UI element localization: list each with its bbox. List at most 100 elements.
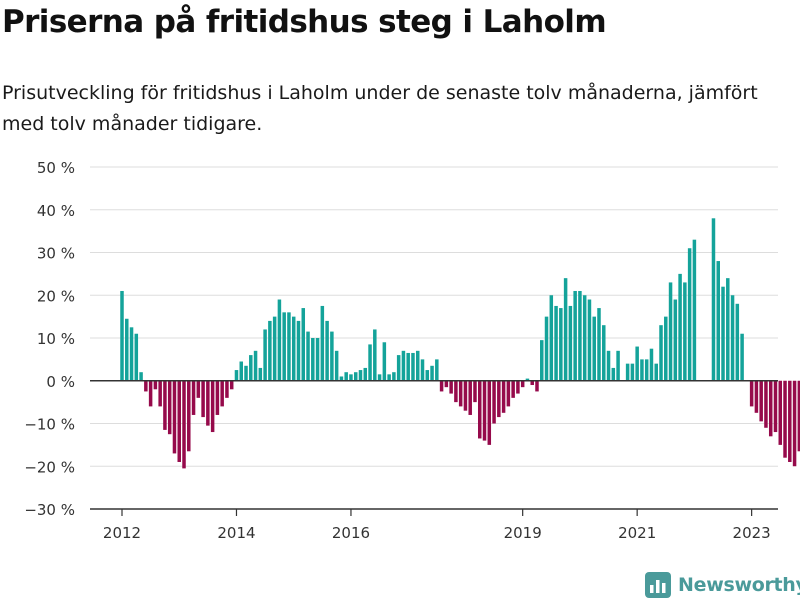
bar <box>177 380 181 462</box>
bar <box>258 367 263 381</box>
bar <box>616 350 620 381</box>
bar <box>134 333 139 381</box>
x-tick-label: 2019 <box>504 524 542 542</box>
bar <box>654 363 658 381</box>
y-tick-label: 50 % <box>37 159 75 177</box>
bar <box>468 380 472 415</box>
bar <box>125 318 129 381</box>
bar <box>234 370 239 381</box>
y-tick-label: 40 % <box>37 202 75 220</box>
bar <box>778 380 783 445</box>
chart-title: Priserna på fritidshus steg i Laholm <box>2 4 607 40</box>
bar <box>501 380 506 413</box>
bar <box>244 365 248 381</box>
y-tick-label: −10 % <box>24 416 75 434</box>
bar <box>187 380 191 452</box>
y-tick-label: −20 % <box>24 458 75 476</box>
bar <box>439 380 444 392</box>
bar <box>287 312 291 381</box>
bar <box>296 320 301 381</box>
bar <box>129 327 134 381</box>
bar <box>749 380 754 407</box>
bar <box>530 380 534 386</box>
bar <box>406 352 410 381</box>
bar <box>201 380 205 418</box>
bar <box>330 331 334 381</box>
x-tick-label: 2023 <box>733 524 771 542</box>
bar <box>158 380 162 407</box>
bar <box>172 380 177 454</box>
bar <box>239 361 243 381</box>
bar <box>163 380 167 430</box>
bar <box>692 239 697 381</box>
bar <box>587 299 592 381</box>
bar <box>358 370 363 381</box>
bar <box>334 350 339 381</box>
x-tick-label: 2016 <box>332 524 370 542</box>
bar <box>740 333 744 381</box>
bar <box>382 342 387 381</box>
bar <box>668 282 673 381</box>
bar <box>683 282 687 381</box>
bar <box>678 273 682 381</box>
bar <box>640 359 644 381</box>
bar <box>277 299 282 381</box>
bar <box>759 380 763 422</box>
bar <box>773 380 778 433</box>
bar <box>392 372 396 381</box>
bar <box>635 346 639 381</box>
bar <box>764 380 768 428</box>
bar <box>144 380 148 392</box>
bar <box>578 290 582 381</box>
bar <box>311 338 315 381</box>
bar <box>721 286 725 381</box>
bar <box>506 380 511 407</box>
bar-chart: 50 % 40 % 30 % 20 % 10 % 0 % −10 % −20 % −30 % 2… <box>24 159 800 542</box>
bar <box>353 372 358 381</box>
bar <box>649 348 654 381</box>
bar <box>268 320 272 381</box>
bar <box>325 320 329 381</box>
bar <box>611 367 616 381</box>
x-tick-label: 2012 <box>103 524 141 542</box>
bar <box>482 380 487 441</box>
bar <box>249 355 253 381</box>
bar <box>726 278 730 381</box>
bar <box>210 380 215 433</box>
bar <box>602 325 606 381</box>
bar <box>225 380 229 398</box>
bar <box>673 299 678 381</box>
bar <box>497 380 501 418</box>
y-tick-label: −30 % <box>24 501 75 519</box>
bar <box>544 316 549 381</box>
y-axis-tick-labels: 50 % 40 % 30 % 20 % 10 % 0 % −10 % −20 % −30 % <box>24 159 75 519</box>
y-tick-label: 30 % <box>37 245 75 263</box>
brand: Newsworthy <box>645 570 800 600</box>
bar <box>148 380 153 407</box>
bar <box>120 290 124 381</box>
bar <box>582 295 587 381</box>
bar <box>754 380 759 413</box>
bar <box>687 248 692 381</box>
bar <box>492 380 496 424</box>
bar <box>625 363 630 381</box>
bar <box>487 380 492 445</box>
bar <box>411 352 415 381</box>
bar <box>196 380 201 398</box>
bar <box>664 316 668 381</box>
bar <box>735 303 740 381</box>
bar <box>344 372 348 381</box>
bar <box>520 380 525 388</box>
y-tick-label: 20 % <box>37 287 75 305</box>
bar <box>792 380 797 467</box>
bar <box>215 380 220 415</box>
bar <box>349 374 353 381</box>
bar <box>463 380 468 411</box>
bar <box>401 350 406 381</box>
x-axis-ticks: 2012201420162019202120232025 <box>103 509 771 542</box>
bar <box>301 308 306 381</box>
y-tick-label: 10 % <box>37 330 75 348</box>
bar <box>516 380 520 394</box>
bar <box>282 312 286 381</box>
bar <box>363 367 368 381</box>
